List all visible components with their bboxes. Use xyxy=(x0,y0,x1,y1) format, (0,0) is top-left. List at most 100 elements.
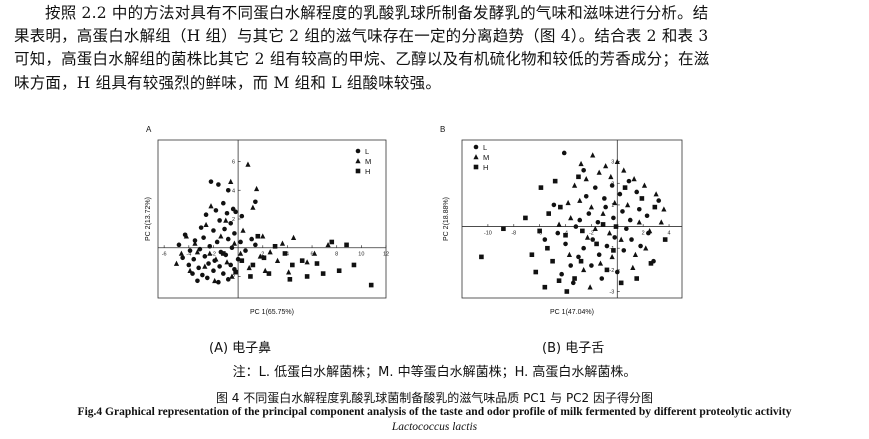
data-point-h xyxy=(634,276,640,281)
data-point-m xyxy=(246,264,252,271)
y-tick-label: 6 xyxy=(232,160,235,166)
data-point-m xyxy=(203,221,209,228)
data-point-l xyxy=(197,246,203,252)
data-point-l xyxy=(589,263,594,268)
data-point-l xyxy=(196,265,201,271)
data-point-h xyxy=(501,226,506,232)
data-point-m xyxy=(229,273,235,279)
data-point-h xyxy=(662,237,668,242)
data-point-l xyxy=(599,276,605,281)
data-point-m xyxy=(187,267,193,274)
data-point-m xyxy=(207,250,213,256)
x-tick-label: -4 xyxy=(186,252,191,258)
data-point-l xyxy=(224,210,230,216)
body-paragraph: 按照 2.2 中的方法对具有不同蛋白水解程度的乳酸乳球所制备发酵乳的气味和滋味进… xyxy=(14,2,860,95)
data-point-m xyxy=(597,260,604,266)
y-tick-label: 3 xyxy=(611,160,614,166)
data-point-l xyxy=(206,261,211,266)
data-point-m xyxy=(208,203,214,209)
data-point-l xyxy=(612,235,618,240)
data-point-l xyxy=(203,212,209,217)
data-point-l xyxy=(235,256,241,262)
data-point-m xyxy=(577,197,583,203)
legend-label-m: M xyxy=(483,153,489,162)
data-point-m xyxy=(253,185,260,192)
data-point-m xyxy=(621,167,627,173)
data-point-m xyxy=(609,253,615,260)
data-point-m xyxy=(596,169,602,175)
chart-electronic-tongue: -10-8-6-4-224-3-2-1123LMHBPC 1(47.04%)PC… xyxy=(432,118,684,328)
data-point-h xyxy=(652,204,658,210)
data-point-m xyxy=(237,250,244,256)
data-point-m xyxy=(565,199,571,206)
y-axis-label: PC 2(18.88%) xyxy=(443,197,450,241)
data-point-m xyxy=(641,182,648,188)
data-point-l xyxy=(214,239,220,245)
data-point-l xyxy=(225,236,231,242)
data-point-h xyxy=(556,278,562,283)
data-point-m xyxy=(612,199,618,206)
data-point-h xyxy=(537,228,542,234)
plot-frame xyxy=(461,139,683,299)
data-point-l xyxy=(176,242,182,248)
legend-marker-m xyxy=(355,158,361,164)
data-point-h xyxy=(344,242,349,248)
data-point-h xyxy=(233,269,238,275)
data-point-h xyxy=(550,258,555,264)
data-point-h xyxy=(580,228,585,234)
data-point-h xyxy=(604,267,610,273)
data-point-l xyxy=(225,277,231,282)
data-point-l xyxy=(186,262,192,268)
y-axis-label: PC 2(13.72%) xyxy=(145,197,152,241)
data-point-l xyxy=(581,245,586,251)
data-point-l xyxy=(570,280,576,286)
data-point-m xyxy=(618,236,624,242)
data-point-l xyxy=(573,224,579,229)
data-point-h xyxy=(351,262,357,268)
data-point-h xyxy=(479,254,484,260)
data-point-h xyxy=(572,276,577,281)
data-point-l xyxy=(238,239,243,245)
paragraph-line-1: 按照 2.2 中的方法对具有不同蛋白水解程度的乳酸乳球所制备发酵乳的气味和滋味进… xyxy=(45,4,709,22)
data-point-l xyxy=(563,241,568,247)
data-point-l xyxy=(191,256,197,262)
data-point-m xyxy=(636,219,642,225)
data-point-l xyxy=(617,191,623,197)
data-point-h xyxy=(287,277,293,282)
data-point-l xyxy=(217,264,222,269)
legend-marker-l xyxy=(473,144,479,150)
data-point-l xyxy=(228,221,234,226)
legend-label-m: M xyxy=(365,157,371,166)
legend-marker-h xyxy=(355,168,361,174)
data-point-l xyxy=(217,218,222,223)
data-point-l xyxy=(561,150,567,156)
data-point-h xyxy=(552,178,558,184)
data-point-l xyxy=(586,211,592,216)
data-point-h xyxy=(336,268,342,274)
data-point-h xyxy=(622,185,628,190)
data-point-m xyxy=(587,284,593,290)
data-point-l xyxy=(213,208,219,213)
data-point-h xyxy=(261,255,267,261)
legend-marker-l xyxy=(355,148,361,154)
data-point-h xyxy=(529,252,535,258)
data-point-m xyxy=(202,263,208,269)
data-point-h xyxy=(299,258,305,263)
data-point-m xyxy=(608,173,614,180)
data-point-l xyxy=(204,275,210,281)
x-tick-label: -8 xyxy=(511,231,516,237)
data-point-m xyxy=(590,152,596,158)
y-tick-label: 2 xyxy=(232,217,235,223)
data-point-m xyxy=(592,225,598,232)
data-point-m xyxy=(625,202,631,208)
data-point-l xyxy=(542,237,548,242)
data-point-m xyxy=(578,160,584,167)
data-point-m xyxy=(257,253,263,259)
data-point-l xyxy=(583,193,589,199)
y-tick-label: 4 xyxy=(232,188,235,194)
data-point-h xyxy=(221,251,226,256)
x-tick-label: -6 xyxy=(537,231,542,237)
data-point-h xyxy=(239,258,245,263)
data-point-l xyxy=(626,178,632,184)
paragraph-line-2: 果表明，高蛋白水解组（H 组）与其它 2 组的滋气味存在一定的分离趋势（图 4）… xyxy=(14,27,709,46)
